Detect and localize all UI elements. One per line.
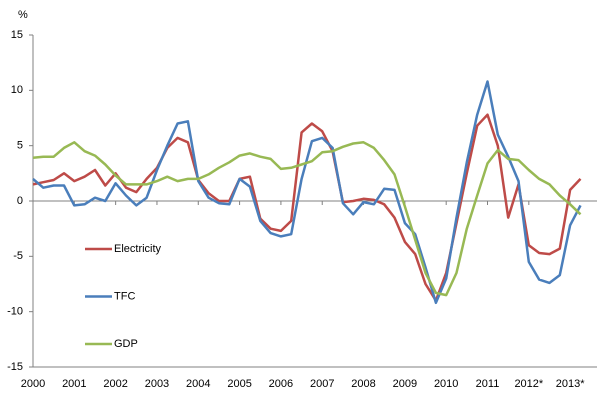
x-tick-label: 2000 <box>21 378 45 390</box>
series-line <box>32 141 582 297</box>
series-line <box>32 80 582 305</box>
x-tick-label: 2010 <box>434 378 458 390</box>
x-tick-label: 2007 <box>310 378 334 390</box>
x-tick-label: 2001 <box>62 378 86 390</box>
x-tick-label: 2003 <box>145 378 169 390</box>
x-tick-label: 2002 <box>103 378 127 390</box>
x-tick-label: 2005 <box>227 378 251 390</box>
y-tick-label: -10 <box>7 306 23 318</box>
x-tick-label: 2011 <box>476 378 500 390</box>
legend-label: Electricity <box>114 243 162 255</box>
y-tick-label: 0 <box>17 195 23 207</box>
x-tick-label: 2008 <box>351 378 375 390</box>
x-tick-label: 2013* <box>556 378 585 390</box>
series-line <box>32 113 582 302</box>
x-tick-label: 2004 <box>186 378 210 390</box>
y-tick-label: 5 <box>17 140 23 152</box>
y-axis-label: % <box>18 9 28 21</box>
x-tick-label: 2006 <box>269 378 293 390</box>
legend-label: GDP <box>114 338 138 350</box>
x-tick-label: 2012* <box>514 378 543 390</box>
y-tick-label: -5 <box>13 250 23 262</box>
legend-label: TFC <box>114 290 135 302</box>
y-tick-label: -15 <box>7 361 23 373</box>
x-tick-label: 2009 <box>393 378 417 390</box>
y-tick-label: 10 <box>11 84 23 96</box>
y-tick-label: 15 <box>11 29 23 41</box>
